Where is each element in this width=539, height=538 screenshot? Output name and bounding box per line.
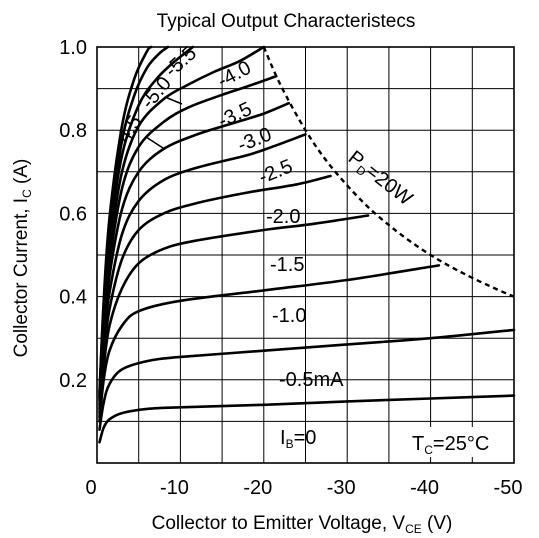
chart-title: Typical Output Characteristecs bbox=[157, 11, 416, 32]
label-leader-4-5 bbox=[145, 136, 164, 149]
x-tick-label: -30 bbox=[327, 477, 356, 499]
ib-zero-label: IB=0 bbox=[280, 427, 316, 451]
x-axis-label: Collector to Emitter Voltage, VCE (V) bbox=[152, 513, 453, 536]
curve-label-4-5: -4.5 bbox=[110, 112, 147, 153]
y-axis-label: Collector Current, IC (A) bbox=[11, 159, 34, 358]
y-tick-label: 0.6 bbox=[59, 203, 87, 225]
ib-curve bbox=[98, 394, 516, 444]
curve-label-2-5: -2.5 bbox=[256, 155, 296, 188]
ib-curve bbox=[98, 174, 332, 415]
ib-curves bbox=[98, 45, 516, 444]
curve-label-1-5: -1.5 bbox=[270, 254, 304, 276]
tc-label: TC=25°C bbox=[412, 433, 489, 457]
pd-label: PD=20W bbox=[343, 147, 417, 212]
curve-label-3-0: -3.0 bbox=[235, 123, 275, 156]
x-tick-label: -20 bbox=[243, 477, 272, 499]
ib-curve bbox=[98, 214, 370, 419]
x-tick-label: -40 bbox=[410, 477, 439, 499]
curve-label-1-0: -1.0 bbox=[272, 305, 306, 327]
curve-label-3-5: -3.5 bbox=[215, 98, 256, 133]
curve-label-0-5ma: -0.5mA bbox=[279, 369, 344, 391]
x-tick-labels: 0 -10 -20 -30 -40 -50 bbox=[85, 477, 522, 499]
x-tick-label: -10 bbox=[160, 477, 189, 499]
y-tick-label: 0.4 bbox=[59, 287, 87, 309]
x-tick-label: 0 bbox=[85, 477, 96, 499]
y-tick-label: 1.0 bbox=[59, 37, 87, 59]
plot-grid bbox=[97, 47, 514, 463]
curve-label-5-0: -5.0 bbox=[137, 73, 176, 114]
y-tick-label: 0.8 bbox=[59, 120, 87, 142]
y-tick-labels: 0.2 0.4 0.6 0.8 1.0 bbox=[59, 37, 87, 392]
ib-curve bbox=[98, 264, 441, 423]
tc-label-background bbox=[407, 427, 511, 457]
ib-curve bbox=[98, 328, 516, 431]
curve-label-2-0: -2.0 bbox=[266, 206, 300, 228]
x-tick-label: -50 bbox=[494, 477, 523, 499]
plot-frame bbox=[96, 46, 515, 464]
label-leader-5-0 bbox=[164, 96, 183, 105]
ib-curve bbox=[98, 45, 266, 400]
ib-curve bbox=[98, 45, 153, 394]
pd-limit-curve bbox=[262, 46, 515, 298]
y-tick-label: 0.2 bbox=[59, 370, 87, 392]
